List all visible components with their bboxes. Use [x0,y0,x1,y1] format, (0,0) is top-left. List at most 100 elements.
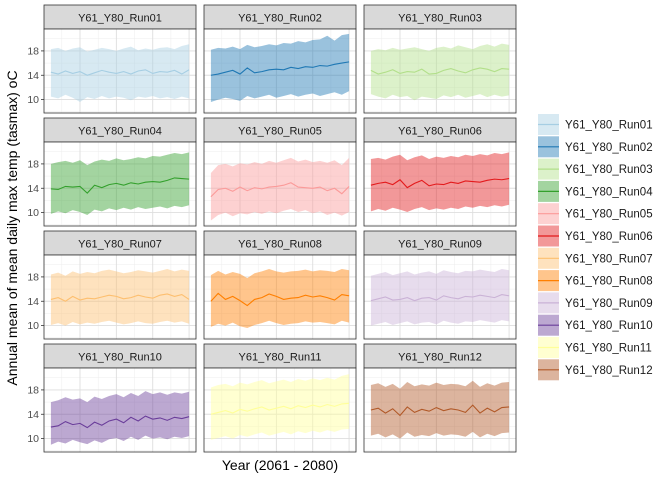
legend-label: Y61_Y80_Run10 [565,320,653,332]
panel-border [363,254,517,340]
legend-item: Y61_Y80_Run04 [538,180,653,202]
y-tick-label: 14 [27,296,39,308]
y-tick-label: 14 [27,409,39,421]
facet-strip [43,4,197,30]
facet-strip-label: Y61_Y80_Run05 [238,126,322,138]
legend-label: Y61_Y80_Run03 [565,164,653,176]
y-tick-label: 18 [27,158,39,170]
panel-border [43,367,197,453]
mean-line [50,177,190,194]
x-axis-label: Year (2061 - 2080) [222,457,338,473]
legend: Y61_Y80_Run01 Y61_Y80_Run02 Y61_Y80_Run03 Y… [538,114,653,381]
facet-strip [203,117,357,143]
legend-item: Y61_Y80_Run09 [538,292,653,314]
y-tick-label: 18 [27,271,39,283]
panel-border [43,254,197,340]
facet-panel: Y61_Y80_Run09 [363,230,517,340]
panel-border [43,28,197,114]
legend-item: Y61_Y80_Run02 [538,136,653,158]
y-axis-label: Annual mean of mean daily max temp (tasm… [4,70,20,385]
facet-strip [363,117,517,143]
facet-panel: Y61_Y80_Run11 [203,343,357,453]
facet-strip [203,230,357,256]
legend-label: Y61_Y80_Run01 [565,120,653,132]
panel-border [203,141,357,227]
facet-strip-label: Y61_Y80_Run04 [78,126,162,138]
panel-border [203,367,357,453]
facet-panel: Y61_Y80_Run02 [203,4,357,114]
facet-panel: Y61_Y80_Run10 10 14 18 [27,343,197,453]
panel-border [203,28,357,114]
panel-border [363,28,517,114]
ribbon-area [210,157,350,221]
facet-strip-label: Y61_Y80_Run10 [78,352,162,364]
facet-strip-label: Y61_Y80_Run06 [398,126,482,138]
mean-line [50,415,190,429]
legend-item: Y61_Y80_Run08 [538,270,653,292]
legend-item: Y61_Y80_Run05 [538,203,653,225]
y-tick-label: 10 [27,94,39,106]
facet-panel: Y61_Y80_Run05 [203,117,357,227]
facet-panel: Y61_Y80_Run01 10 14 18 [27,4,197,114]
panel-border [203,254,357,340]
y-tick-label: 14 [27,70,39,82]
facet-panel: Y61_Y80_Run04 10 14 18 [27,117,197,227]
ribbon-area [210,269,350,329]
mean-line [210,292,350,307]
legend-label: Y61_Y80_Run08 [565,276,653,288]
legend-label: Y61_Y80_Run11 [565,343,652,355]
facet-panel: Y61_Y80_Run07 10 14 18 [27,230,197,340]
legend-label: Y61_Y80_Run04 [565,186,653,198]
y-tick-label: 18 [27,384,39,396]
facet-strip [203,343,357,369]
mean-line [50,293,190,302]
ribbon-area [50,391,190,445]
legend-item: Y61_Y80_Run01 [538,114,653,135]
facet-strip-label: Y61_Y80_Run08 [238,239,322,251]
y-tick-label: 18 [27,45,39,57]
facet-strip-label: Y61_Y80_Run12 [398,352,482,364]
legend-label: Y61_Y80_Run02 [565,142,653,154]
panel-border [43,141,197,227]
legend-label: Y61_Y80_Run09 [565,298,653,310]
facet-strip [43,117,197,143]
panel-border [363,367,517,453]
panel-border [363,141,517,227]
mean-line [210,61,350,76]
facet-strip [363,343,517,369]
legend-item: Y61_Y80_Run12 [538,359,653,381]
mean-line [370,404,510,417]
mean-line [370,294,510,302]
facet-strip-label: Y61_Y80_Run11 [239,352,322,364]
legend-label: Y61_Y80_Run05 [565,209,653,221]
facet-strip-label: Y61_Y80_Run07 [78,239,162,251]
mean-line [50,69,190,76]
facet-panels: Y61_Y80_Run01 10 14 18 Y61_Y80_Run02 Y61_Y80_… [27,4,517,453]
ribbon-area [370,380,510,439]
y-tick-label: 10 [27,207,39,219]
y-tick-label: 10 [27,320,39,332]
mean-line [370,177,510,189]
facet-panel: Y61_Y80_Run12 [363,343,517,453]
ribbon-area [50,152,190,216]
facet-strip-label: Y61_Y80_Run03 [398,13,482,25]
facet-panel: Y61_Y80_Run08 [203,230,357,340]
facet-panel: Y61_Y80_Run03 [363,4,517,114]
facet-strip [363,4,517,30]
y-tick-label: 14 [27,183,39,195]
legend-item: Y61_Y80_Run07 [538,247,653,269]
ribbon-area [50,44,190,103]
legend-label: Y61_Y80_Run12 [565,365,653,377]
legend-label: Y61_Y80_Run06 [565,231,653,243]
ribbon-area [210,33,350,103]
facet-strip-label: Y61_Y80_Run09 [398,239,482,251]
facet-panel: Y61_Y80_Run06 [363,117,517,227]
mean-line [210,402,350,415]
legend-item: Y61_Y80_Run10 [538,314,653,336]
mean-line [370,67,510,75]
facet-strip-label: Y61_Y80_Run01 [78,13,162,25]
mean-line [210,182,350,198]
legend-item: Y61_Y80_Run06 [538,225,653,247]
y-tick-label: 10 [27,433,39,445]
